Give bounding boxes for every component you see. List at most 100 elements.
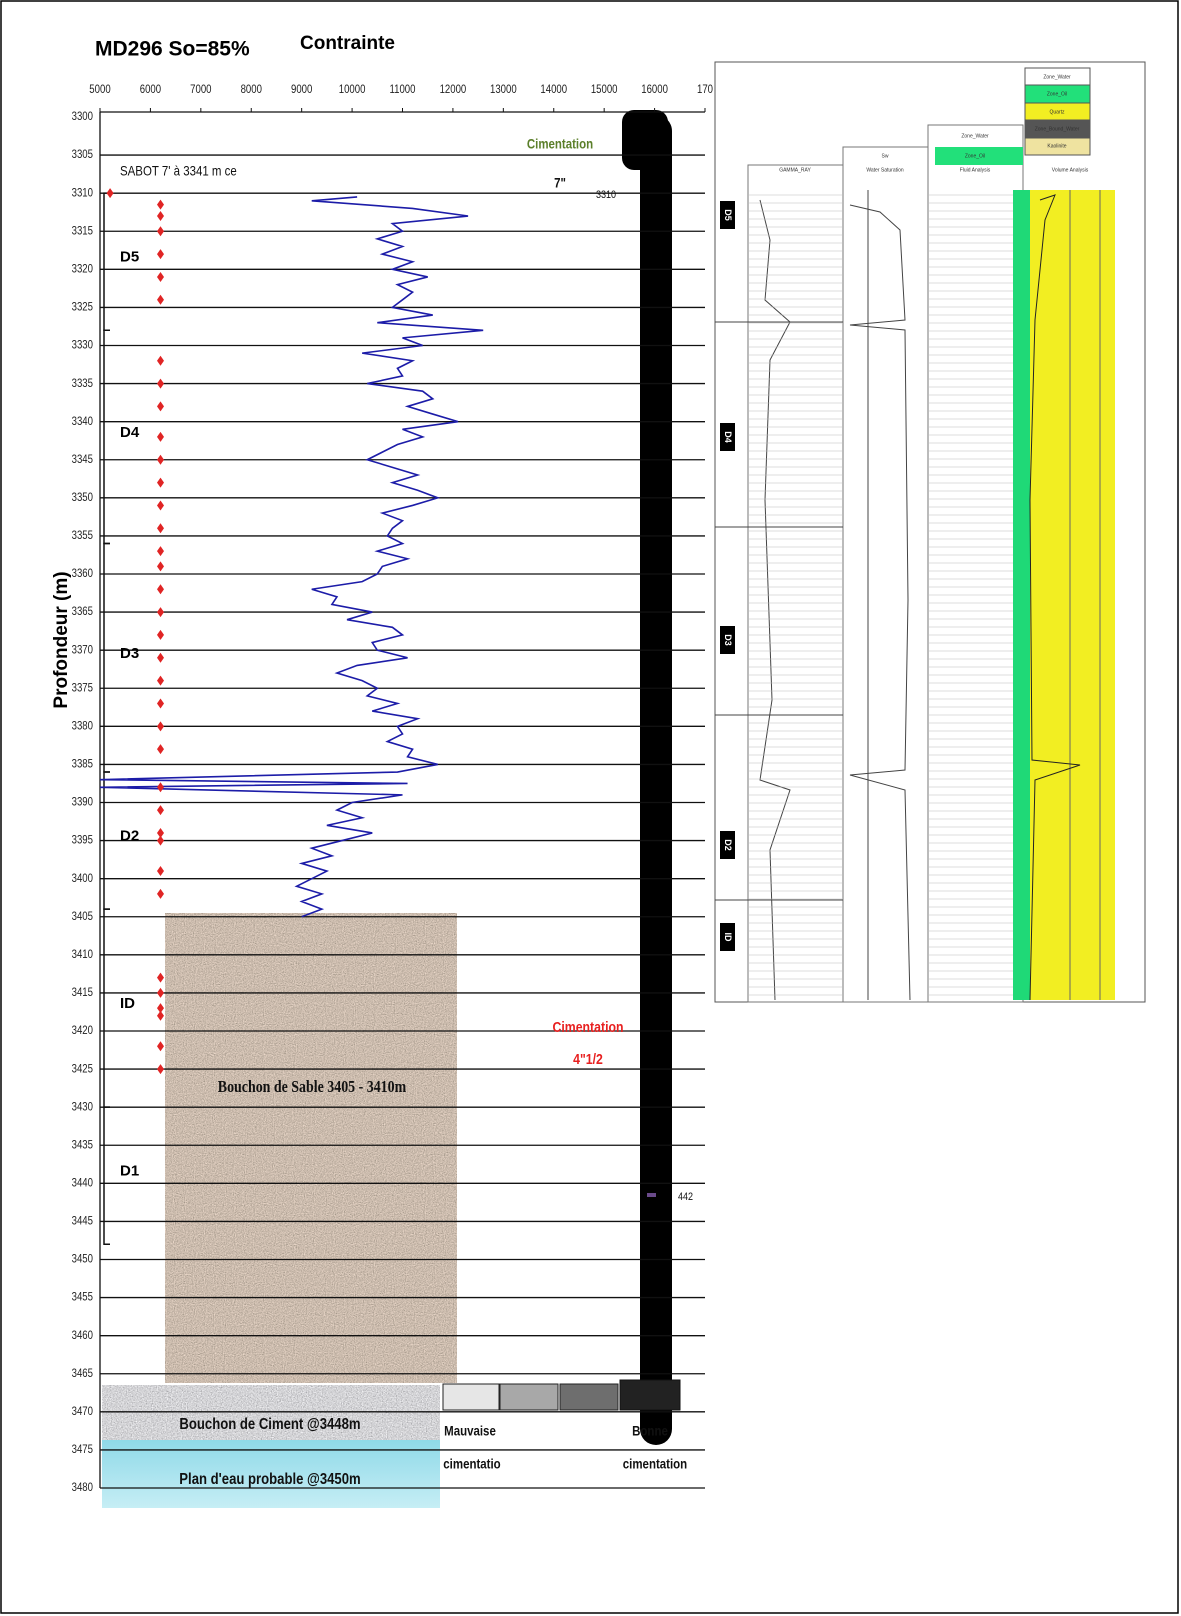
y-tick-label: 3465: [72, 1367, 93, 1380]
log-header: Zone_Water: [1043, 74, 1071, 80]
y-tick-label: 3395: [72, 834, 93, 847]
y-tick-label: 3475: [72, 1443, 93, 1456]
zone-tag-label: ID: [723, 933, 733, 943]
log-header: Kaolinite: [1047, 143, 1066, 149]
log-header: Fluid Analysis: [960, 167, 991, 173]
annotation: cimentation: [623, 1456, 688, 1472]
y-tick-label: 3415: [72, 986, 93, 999]
annotation: 4"1/2: [573, 1051, 603, 1067]
marker: [157, 379, 164, 389]
x-tick-label: 15000: [591, 83, 618, 96]
marker: [157, 676, 164, 686]
zone-tag-label: D3: [723, 634, 733, 646]
zone-tag-label: D2: [723, 839, 733, 851]
x-tick-label: 170: [697, 83, 713, 96]
quality-box: [500, 1384, 558, 1410]
marker: [157, 546, 164, 556]
y-tick-label: 3430: [72, 1100, 93, 1113]
y-tick-label: 3355: [72, 529, 93, 542]
annotation: SABOT 7' à 3341 m ce: [120, 163, 237, 179]
zone-label: D2: [120, 828, 139, 845]
annotation: 3310: [596, 189, 616, 201]
zone-label: D1: [120, 1163, 139, 1180]
zone-bracket: [104, 544, 110, 773]
marker: [157, 782, 164, 792]
x-tick-label: 12000: [440, 83, 467, 96]
marker: [157, 607, 164, 617]
chart-subtitle: Contrainte: [300, 33, 395, 54]
x-tick-label: 16000: [641, 83, 668, 96]
marker: [157, 500, 164, 510]
y-tick-label: 3370: [72, 643, 93, 656]
y-tick-label: 3310: [72, 186, 93, 199]
marker: [157, 523, 164, 533]
marker: [157, 584, 164, 594]
marker: [157, 721, 164, 731]
marker: [157, 866, 164, 876]
y-tick-label: 3380: [72, 720, 93, 733]
x-tick-label: 7000: [190, 83, 211, 96]
y-tick-label: 3325: [72, 301, 93, 314]
y-tick-label: 3365: [72, 605, 93, 618]
marker: [157, 744, 164, 754]
marker: [107, 188, 114, 198]
annotation: Bouchon de Ciment @3448m: [179, 1416, 360, 1433]
zone-label: D4: [120, 424, 140, 441]
marker: [157, 226, 164, 236]
y-tick-label: 3340: [72, 415, 93, 428]
y-tick-label: 3360: [72, 567, 93, 580]
log-header: GAMMA_RAY: [779, 167, 811, 173]
y-tick-label: 3470: [72, 1405, 93, 1418]
zone-bracket: [104, 330, 110, 543]
zone-label: D5: [120, 249, 139, 266]
marker: [157, 653, 164, 663]
stress-line: [100, 197, 483, 917]
annotation: Bonne: [632, 1423, 668, 1439]
marker: [157, 988, 164, 998]
annotation: 7": [554, 175, 566, 191]
x-tick-label: 6000: [140, 83, 161, 96]
x-tick-label: 5000: [89, 83, 110, 96]
y-tick-label: 3400: [72, 872, 93, 885]
log-header: Volume Analysis: [1052, 167, 1089, 173]
y-tick-label: 3350: [72, 491, 93, 504]
zone-tag-label: D4: [723, 431, 733, 443]
y-tick-label: 3445: [72, 1215, 93, 1228]
y-tick-label: 3455: [72, 1291, 93, 1304]
y-tick-label: 3410: [72, 948, 93, 961]
y-tick-label: 3390: [72, 796, 93, 809]
x-tick-label: 9000: [291, 83, 312, 96]
y-tick-label: 3320: [72, 263, 93, 276]
zone-bracket: [104, 909, 110, 1107]
casing-4-half: [640, 115, 672, 1445]
y-tick-label: 3460: [72, 1329, 93, 1342]
marker: [157, 200, 164, 210]
y-tick-label: 3300: [72, 110, 93, 123]
y-tick-label: 3435: [72, 1138, 93, 1151]
quality-box: [620, 1380, 680, 1410]
y-tick-label: 3305: [72, 148, 93, 161]
y-tick-label: 3385: [72, 758, 93, 771]
quality-box: [560, 1384, 618, 1410]
log-panel: Zone_WaterZone_OilQuartzZone_Bound_Water…: [715, 62, 1145, 1002]
zone-label: D3: [120, 645, 139, 662]
annotation: Bouchon de Sable 3405 - 3410m: [218, 1078, 406, 1097]
marker: [157, 401, 164, 411]
y-tick-label: 3315: [72, 224, 93, 237]
y-tick-label: 3440: [72, 1177, 93, 1190]
y-tick-label: 3425: [72, 1062, 93, 1075]
y-tick-label: 3345: [72, 453, 93, 466]
log-header: Sw: [882, 153, 889, 159]
sand-plug: [165, 913, 457, 1383]
log-header: Zone_Oil: [1047, 91, 1067, 97]
marker: [157, 249, 164, 259]
marker: [157, 698, 164, 708]
x-tick-label: 8000: [241, 83, 262, 96]
annotation: cimentatio: [443, 1456, 501, 1472]
log-header: Zone_Bound_Water: [1035, 126, 1080, 132]
marker: [157, 1041, 164, 1051]
x-tick-label: 13000: [490, 83, 517, 96]
marker: [157, 478, 164, 488]
log-header: Water Saturation: [866, 167, 904, 173]
marker: [157, 432, 164, 442]
